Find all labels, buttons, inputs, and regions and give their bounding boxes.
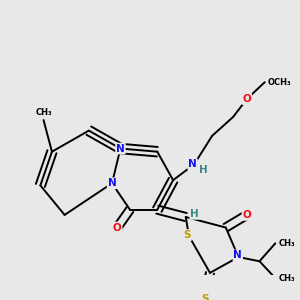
Text: H: H (199, 165, 207, 175)
Text: OCH₃: OCH₃ (268, 78, 292, 87)
Text: S: S (201, 294, 208, 300)
Text: CH₃: CH₃ (35, 108, 52, 117)
Text: N: N (188, 159, 197, 169)
Text: O: O (113, 223, 122, 232)
Text: CH₃: CH₃ (278, 274, 295, 283)
Text: N: N (116, 143, 125, 154)
Text: H: H (190, 209, 199, 219)
Text: CH₃: CH₃ (278, 239, 295, 248)
Text: N: N (108, 178, 116, 188)
Text: O: O (242, 210, 251, 220)
Text: N: N (233, 250, 242, 260)
Text: S: S (184, 230, 191, 240)
Text: O: O (242, 94, 251, 104)
